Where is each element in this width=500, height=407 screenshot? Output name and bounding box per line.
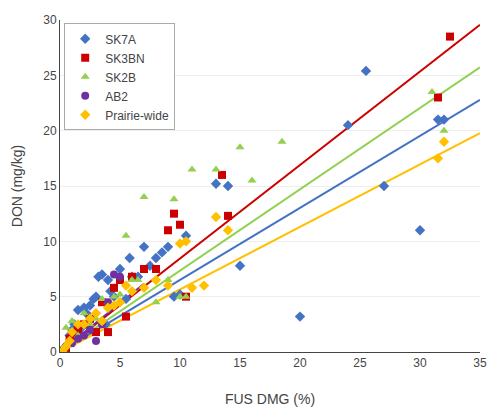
svg-text:5: 5 <box>50 290 57 304</box>
svg-text:30: 30 <box>413 356 427 370</box>
svg-text:15: 15 <box>233 356 247 370</box>
svg-text:15: 15 <box>43 179 57 193</box>
svg-text:AB2: AB2 <box>105 90 128 104</box>
svg-text:FUS DMG (%): FUS DMG (%) <box>225 391 315 407</box>
svg-text:DON (mg/kg): DON (mg/kg) <box>9 145 25 227</box>
svg-text:35: 35 <box>473 356 487 370</box>
svg-text:0: 0 <box>57 356 64 370</box>
svg-text:0: 0 <box>50 345 57 359</box>
svg-text:20: 20 <box>293 356 307 370</box>
svg-text:5: 5 <box>117 356 124 370</box>
svg-text:SK7A: SK7A <box>105 33 136 47</box>
svg-text:Prairie-wide: Prairie-wide <box>105 109 169 123</box>
svg-text:25: 25 <box>353 356 367 370</box>
svg-text:SK3BN: SK3BN <box>105 52 144 66</box>
svg-text:20: 20 <box>43 124 57 138</box>
svg-text:10: 10 <box>173 356 187 370</box>
svg-text:30: 30 <box>43 13 57 27</box>
svg-text:10: 10 <box>43 235 57 249</box>
svg-text:25: 25 <box>43 69 57 83</box>
svg-text:SK2B: SK2B <box>105 71 136 85</box>
